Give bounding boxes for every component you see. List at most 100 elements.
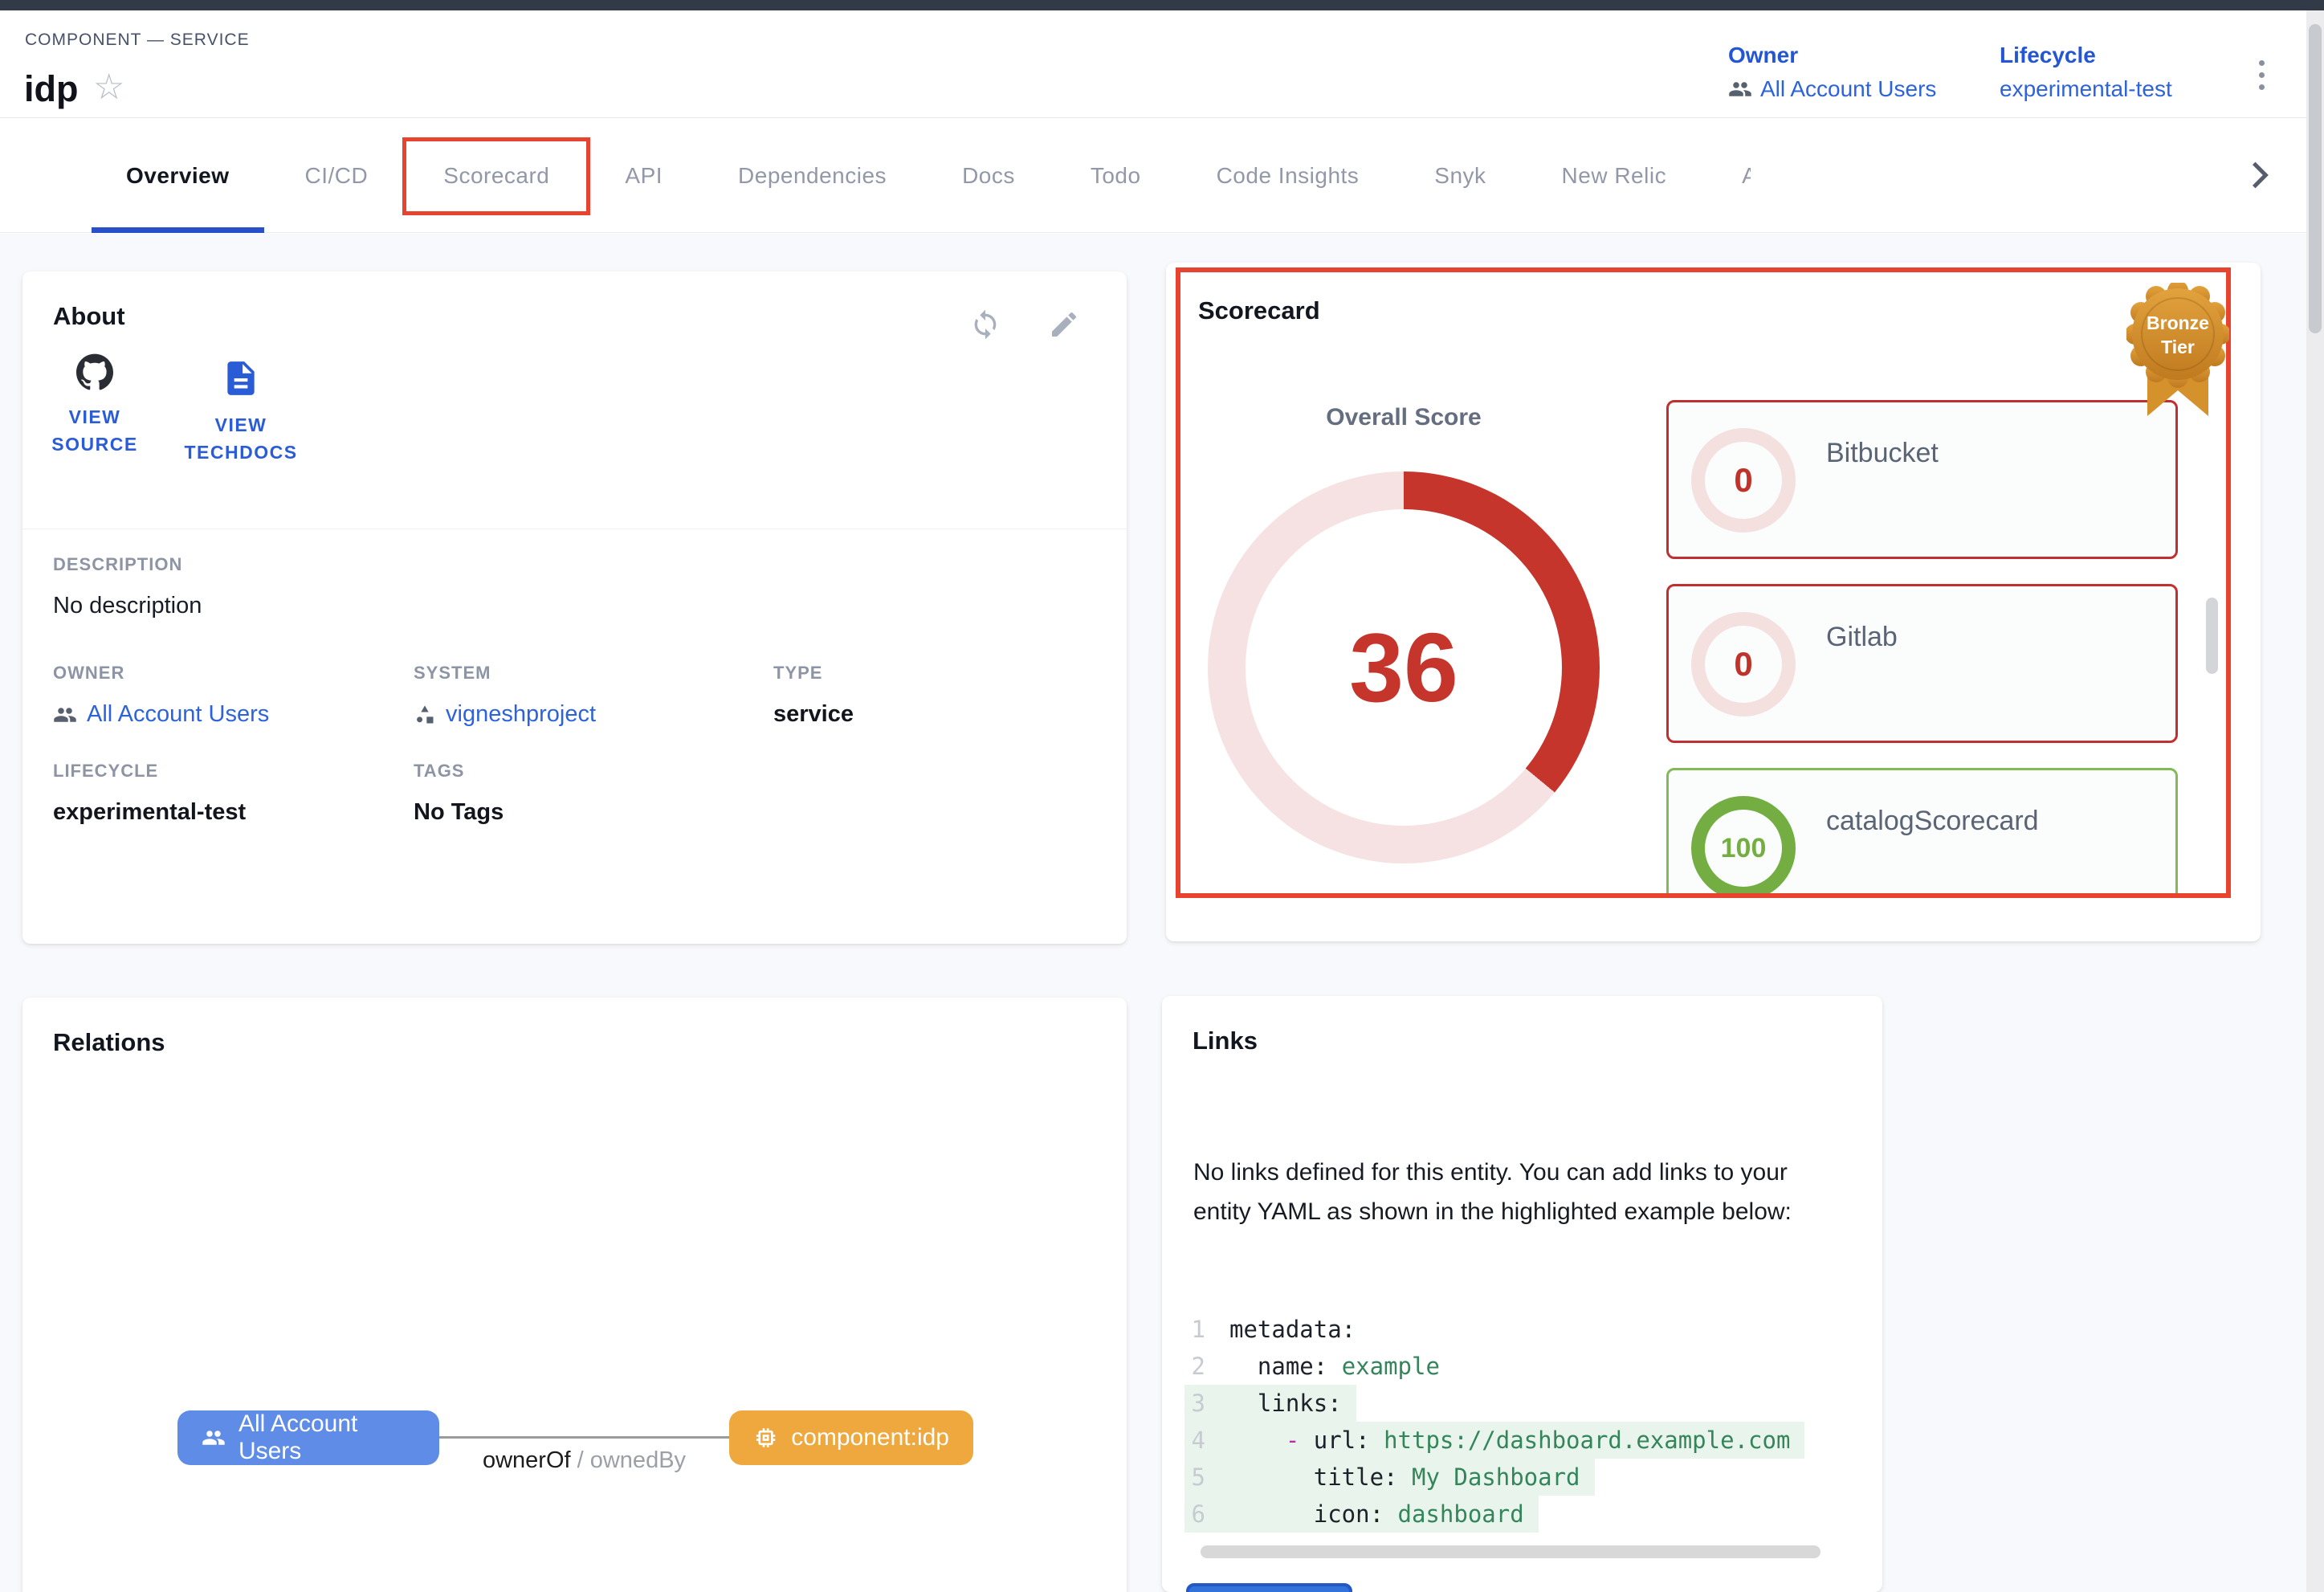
system-field-label: SYSTEM <box>414 663 491 683</box>
tab-code-insights[interactable]: Code Insights <box>1179 118 1397 233</box>
overall-score-value: 36 <box>1349 613 1458 722</box>
favorite-star-icon[interactable]: ☆ <box>93 67 125 107</box>
type-field-label: TYPE <box>773 663 823 683</box>
code-line-text: metadata: <box>1229 1316 1356 1343</box>
tab-label: Todo <box>1090 162 1141 188</box>
links-action-button[interactable] <box>1186 1583 1352 1592</box>
lifecycle-field-value: experimental-test <box>53 799 247 825</box>
view-techdocs-label-line1: VIEW <box>214 414 267 435</box>
tab-ad[interactable]: AD <box>1704 118 1751 233</box>
tab-label: Scorecard <box>443 162 550 188</box>
breadcrumb: COMPONENT — SERVICE <box>25 31 250 49</box>
score-card-gitlab[interactable]: 0 Gitlab <box>1666 584 2178 743</box>
tabs-scroll-right-chevron-icon[interactable] <box>2239 155 2279 195</box>
system-field-link[interactable]: vigneshproject <box>414 701 596 728</box>
links-card: Links No links defined for this entity. … <box>1162 996 1882 1592</box>
tab-api[interactable]: API <box>587 118 700 233</box>
code-line-number: 1 <box>1191 1316 1205 1343</box>
page-title: idp <box>24 68 79 109</box>
view-source-label-line2: SOURCE <box>51 434 138 455</box>
people-icon <box>202 1425 226 1451</box>
owner-field-value: All Account Users <box>87 701 270 727</box>
score-card-catalogscorecard[interactable]: 100 catalogScorecard <box>1666 768 2178 893</box>
code-line: 6 icon: dashboard <box>1184 1496 1539 1533</box>
tab-todo[interactable]: Todo <box>1053 118 1179 233</box>
relation-node-component[interactable]: component:idp <box>729 1410 973 1465</box>
relation-node-owner-label: All Account Users <box>238 1410 358 1464</box>
code-line-number: 6 <box>1191 1500 1205 1528</box>
owner-value: All Account Users <box>1760 76 1937 101</box>
about-title: About <box>53 302 125 330</box>
code-line-text: name: example <box>1229 1353 1440 1380</box>
score-value: 100 <box>1720 832 1767 863</box>
description-label: DESCRIPTION <box>53 554 183 574</box>
relation-node-component-label: component:idp <box>791 1424 949 1451</box>
tags-field-value: No Tags <box>414 799 504 825</box>
relations-title: Relations <box>53 1028 165 1056</box>
code-line: 2 name: example <box>1184 1348 1454 1385</box>
links-empty-text: No links defined for this entity. You ca… <box>1193 1159 1792 1225</box>
code-line-number: 5 <box>1191 1463 1205 1491</box>
score-name: catalogScorecard <box>1826 806 2039 836</box>
entity-header: COMPONENT — SERVICE idp ☆ Owner All Acco… <box>0 10 2324 118</box>
relation-node-owner[interactable]: All Account Users <box>177 1410 439 1465</box>
tab-label: Dependencies <box>738 162 887 188</box>
code-line-number: 2 <box>1191 1353 1205 1380</box>
scorecard-card: Scorecard Overall Score 36 0 Bitbucket 0 Gi… <box>1166 263 2261 941</box>
score-card-bitbucket[interactable]: 0 Bitbucket <box>1666 400 2178 559</box>
refresh-icon[interactable] <box>969 308 1001 341</box>
edge-separator: / <box>570 1447 590 1473</box>
score-value: 0 <box>1734 461 1753 499</box>
edit-icon[interactable] <box>1048 308 1080 341</box>
tab-label: New Relic <box>1561 162 1667 188</box>
view-source-link[interactable]: VIEW SOURCE <box>31 353 159 458</box>
code-line-text: title: My Dashboard <box>1229 1463 1580 1491</box>
owner-field-link[interactable]: All Account Users <box>53 701 269 728</box>
tab-ci-cd[interactable]: CI/CD <box>267 118 406 233</box>
tab-new-relic[interactable]: New Relic <box>1524 118 1705 233</box>
score-ring: 0 <box>1691 428 1796 533</box>
header-owner-block: Owner All Account Users <box>1728 43 1936 102</box>
links-title: Links <box>1193 1027 1258 1055</box>
tab-overview[interactable]: Overview <box>88 118 267 233</box>
tab-scorecard[interactable]: Scorecard <box>402 118 591 233</box>
tab-label: API <box>625 162 663 188</box>
owner-field-label: OWNER <box>53 663 125 683</box>
header-lifecycle-block: Lifecycle experimental-test <box>2000 43 2172 102</box>
tab-dependencies[interactable]: Dependencies <box>700 118 924 233</box>
badge-line1: Bronze <box>2147 312 2209 333</box>
tab-label: Snyk <box>1434 162 1486 188</box>
lifecycle-value: experimental-test <box>2000 76 2172 102</box>
view-techdocs-label-line2: TECHDOCS <box>184 442 298 463</box>
scorecard-title: Scorecard <box>1198 296 1320 325</box>
tab-snyk[interactable]: Snyk <box>1396 118 1523 233</box>
tabs: Overview CI/CD Scorecard API Dependencies Doc… <box>0 118 2212 233</box>
about-card: About VIEW SOURCE VIEW TECHDOCS DESCRIPT… <box>22 271 1127 944</box>
badge-line2: Tier <box>2161 337 2195 357</box>
people-icon <box>1728 77 1752 101</box>
tab-label: Code Insights <box>1216 162 1360 188</box>
system-field-value: vigneshproject <box>446 701 596 727</box>
top-system-bar <box>0 0 2324 10</box>
owner-link[interactable]: All Account Users <box>1728 76 1936 102</box>
view-techdocs-link[interactable]: VIEW TECHDOCS <box>177 358 305 466</box>
score-name: Bitbucket <box>1826 438 1939 468</box>
more-options-kebab-icon[interactable] <box>2245 52 2277 97</box>
overall-score-label: Overall Score <box>1326 404 1482 431</box>
scorecard-list-scrollbar[interactable] <box>2206 598 2218 674</box>
page-scrollbar-track[interactable] <box>2306 10 2324 1592</box>
code-horizontal-scrollbar[interactable] <box>1201 1545 1820 1558</box>
score-name: Gitlab <box>1826 622 1898 652</box>
tab-docs[interactable]: Docs <box>924 118 1053 233</box>
code-line-text: links: <box>1229 1390 1342 1417</box>
active-tab-underline <box>92 227 264 233</box>
type-field-value: service <box>773 701 854 727</box>
code-line-text: - url: https://dashboard.example.com <box>1285 1427 1791 1454</box>
page-scrollbar-thumb[interactable] <box>2309 24 2322 333</box>
owner-label: Owner <box>1728 43 1799 67</box>
score-ring: 0 <box>1691 612 1796 716</box>
code-line: 1 metadata: <box>1184 1311 1370 1348</box>
code-line-number: 3 <box>1191 1390 1205 1417</box>
code-line: 4 - url: https://dashboard.example.com <box>1184 1422 1805 1459</box>
relation-edge-line <box>439 1436 729 1439</box>
